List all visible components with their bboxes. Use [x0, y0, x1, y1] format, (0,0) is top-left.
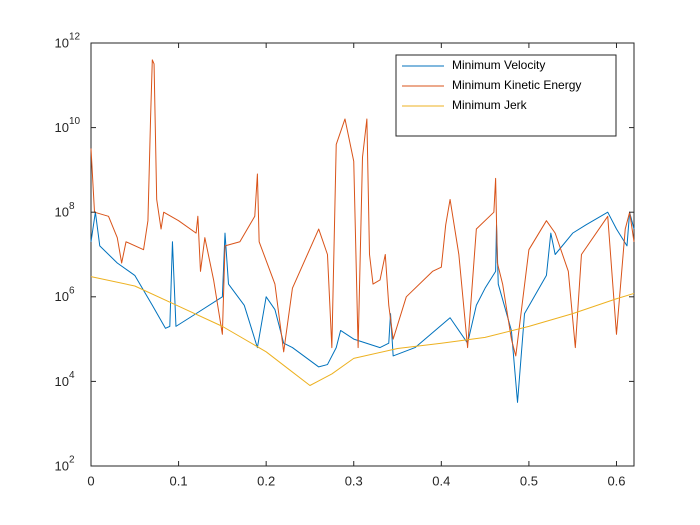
- series-line: [90, 211, 635, 403]
- y-tick-label: 10: [55, 120, 69, 135]
- y-tick-exponent: 12: [69, 32, 81, 43]
- y-tick-exponent: 10: [69, 116, 81, 127]
- y-tick-label: 10: [55, 458, 69, 473]
- x-tick-label: 0.3: [345, 473, 363, 488]
- y-tick-label: 10: [55, 374, 69, 389]
- legend-label: Minimum Velocity: [452, 58, 545, 72]
- legend: Minimum Velocity Minimum Kinetic Energy Mi…: [395, 54, 617, 137]
- y-tick-label: 10: [55, 289, 69, 304]
- legend-label: Minimum Jerk: [452, 98, 528, 112]
- x-tick-label: 0.1: [170, 473, 188, 488]
- y-tick-exponent: 4: [69, 370, 75, 381]
- x-tick-label: 0.6: [607, 473, 625, 488]
- y-tick-exponent: 2: [69, 455, 75, 466]
- y-tick-label: 10: [55, 205, 69, 220]
- legend-label: Minimum Kinetic Energy: [452, 78, 581, 92]
- plot-lines: [90, 59, 635, 403]
- x-tick-label: 0.2: [257, 473, 275, 488]
- y-tick-exponent: 8: [69, 201, 75, 212]
- y-tick-exponent: 6: [69, 285, 75, 296]
- y-tick-label: 10: [55, 35, 69, 50]
- x-tick-label: 0.4: [432, 473, 450, 488]
- x-tick-label: 0: [87, 473, 94, 488]
- series-line: [90, 59, 635, 357]
- series-line: [90, 276, 635, 386]
- legend-box: [395, 54, 617, 137]
- x-tick-label: 0.5: [520, 473, 538, 488]
